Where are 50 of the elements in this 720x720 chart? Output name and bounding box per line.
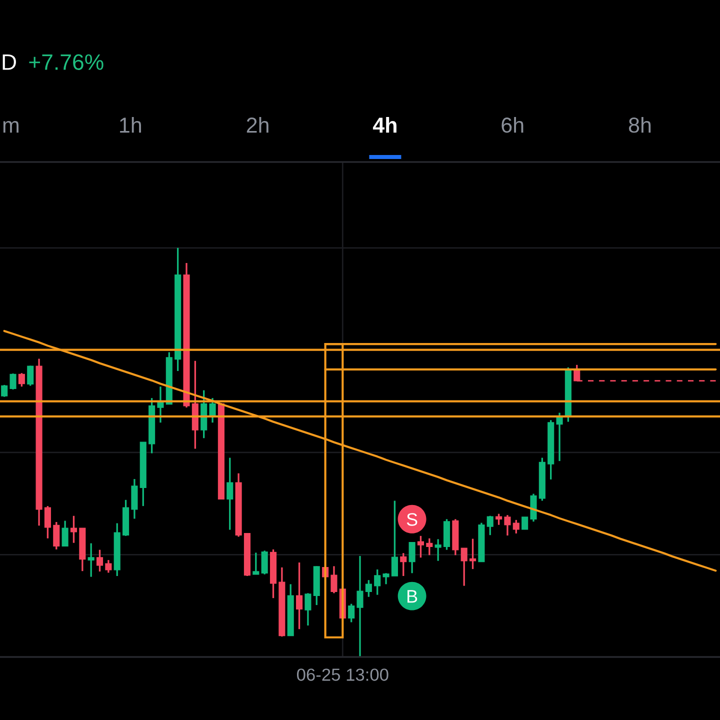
chart-title: D [2, 54, 16, 70]
candlestick [70, 515, 78, 544]
candlestick [62, 520, 68, 547]
chart-subtitle: +7.76% [29, 54, 104, 70]
candlestick [486, 515, 494, 536]
candlestick [252, 552, 260, 576]
candlestick [96, 548, 104, 572]
candlestick [296, 562, 303, 630]
candlestick [512, 519, 520, 534]
text: 2h [246, 116, 268, 133]
candlestick [374, 568, 381, 596]
candlestick [460, 547, 468, 587]
candlestick [27, 364, 34, 387]
series-label: B [408, 590, 418, 603]
candlestick [556, 412, 563, 462]
candlestick [157, 386, 164, 424]
candlestick [391, 500, 398, 577]
candlestick [522, 516, 528, 530]
candlestick [348, 602, 355, 624]
candlestick [226, 456, 234, 531]
candlestick [44, 505, 51, 540]
candlestick [496, 512, 502, 526]
candlestick [261, 550, 268, 576]
candlestick [434, 538, 442, 562]
candlestick [417, 535, 424, 558]
candlestick [10, 372, 16, 390]
text: 1h [120, 116, 141, 133]
candlestick [1, 384, 8, 398]
x-tick-label: 06-25 13:00 [297, 668, 388, 681]
text: 4h [372, 116, 396, 133]
candlestick [365, 579, 372, 598]
candlestick [18, 372, 25, 388]
series-label: S [406, 513, 418, 526]
candlestick [426, 538, 433, 556]
candlestick [530, 492, 537, 522]
candlestick [408, 542, 416, 574]
candlestick [330, 565, 338, 594]
candlestick [53, 521, 60, 550]
candlestick [304, 592, 312, 626]
candlestick [356, 555, 364, 657]
candlestick [504, 514, 511, 536]
candlestick [382, 572, 390, 586]
candlestick [88, 542, 94, 578]
candlestick [131, 478, 138, 520]
candlestick [400, 552, 407, 577]
text: 8h [628, 116, 651, 133]
candlestick [105, 559, 112, 574]
candlestick [469, 538, 476, 570]
text: 6h [502, 116, 524, 133]
text: m [3, 120, 18, 133]
